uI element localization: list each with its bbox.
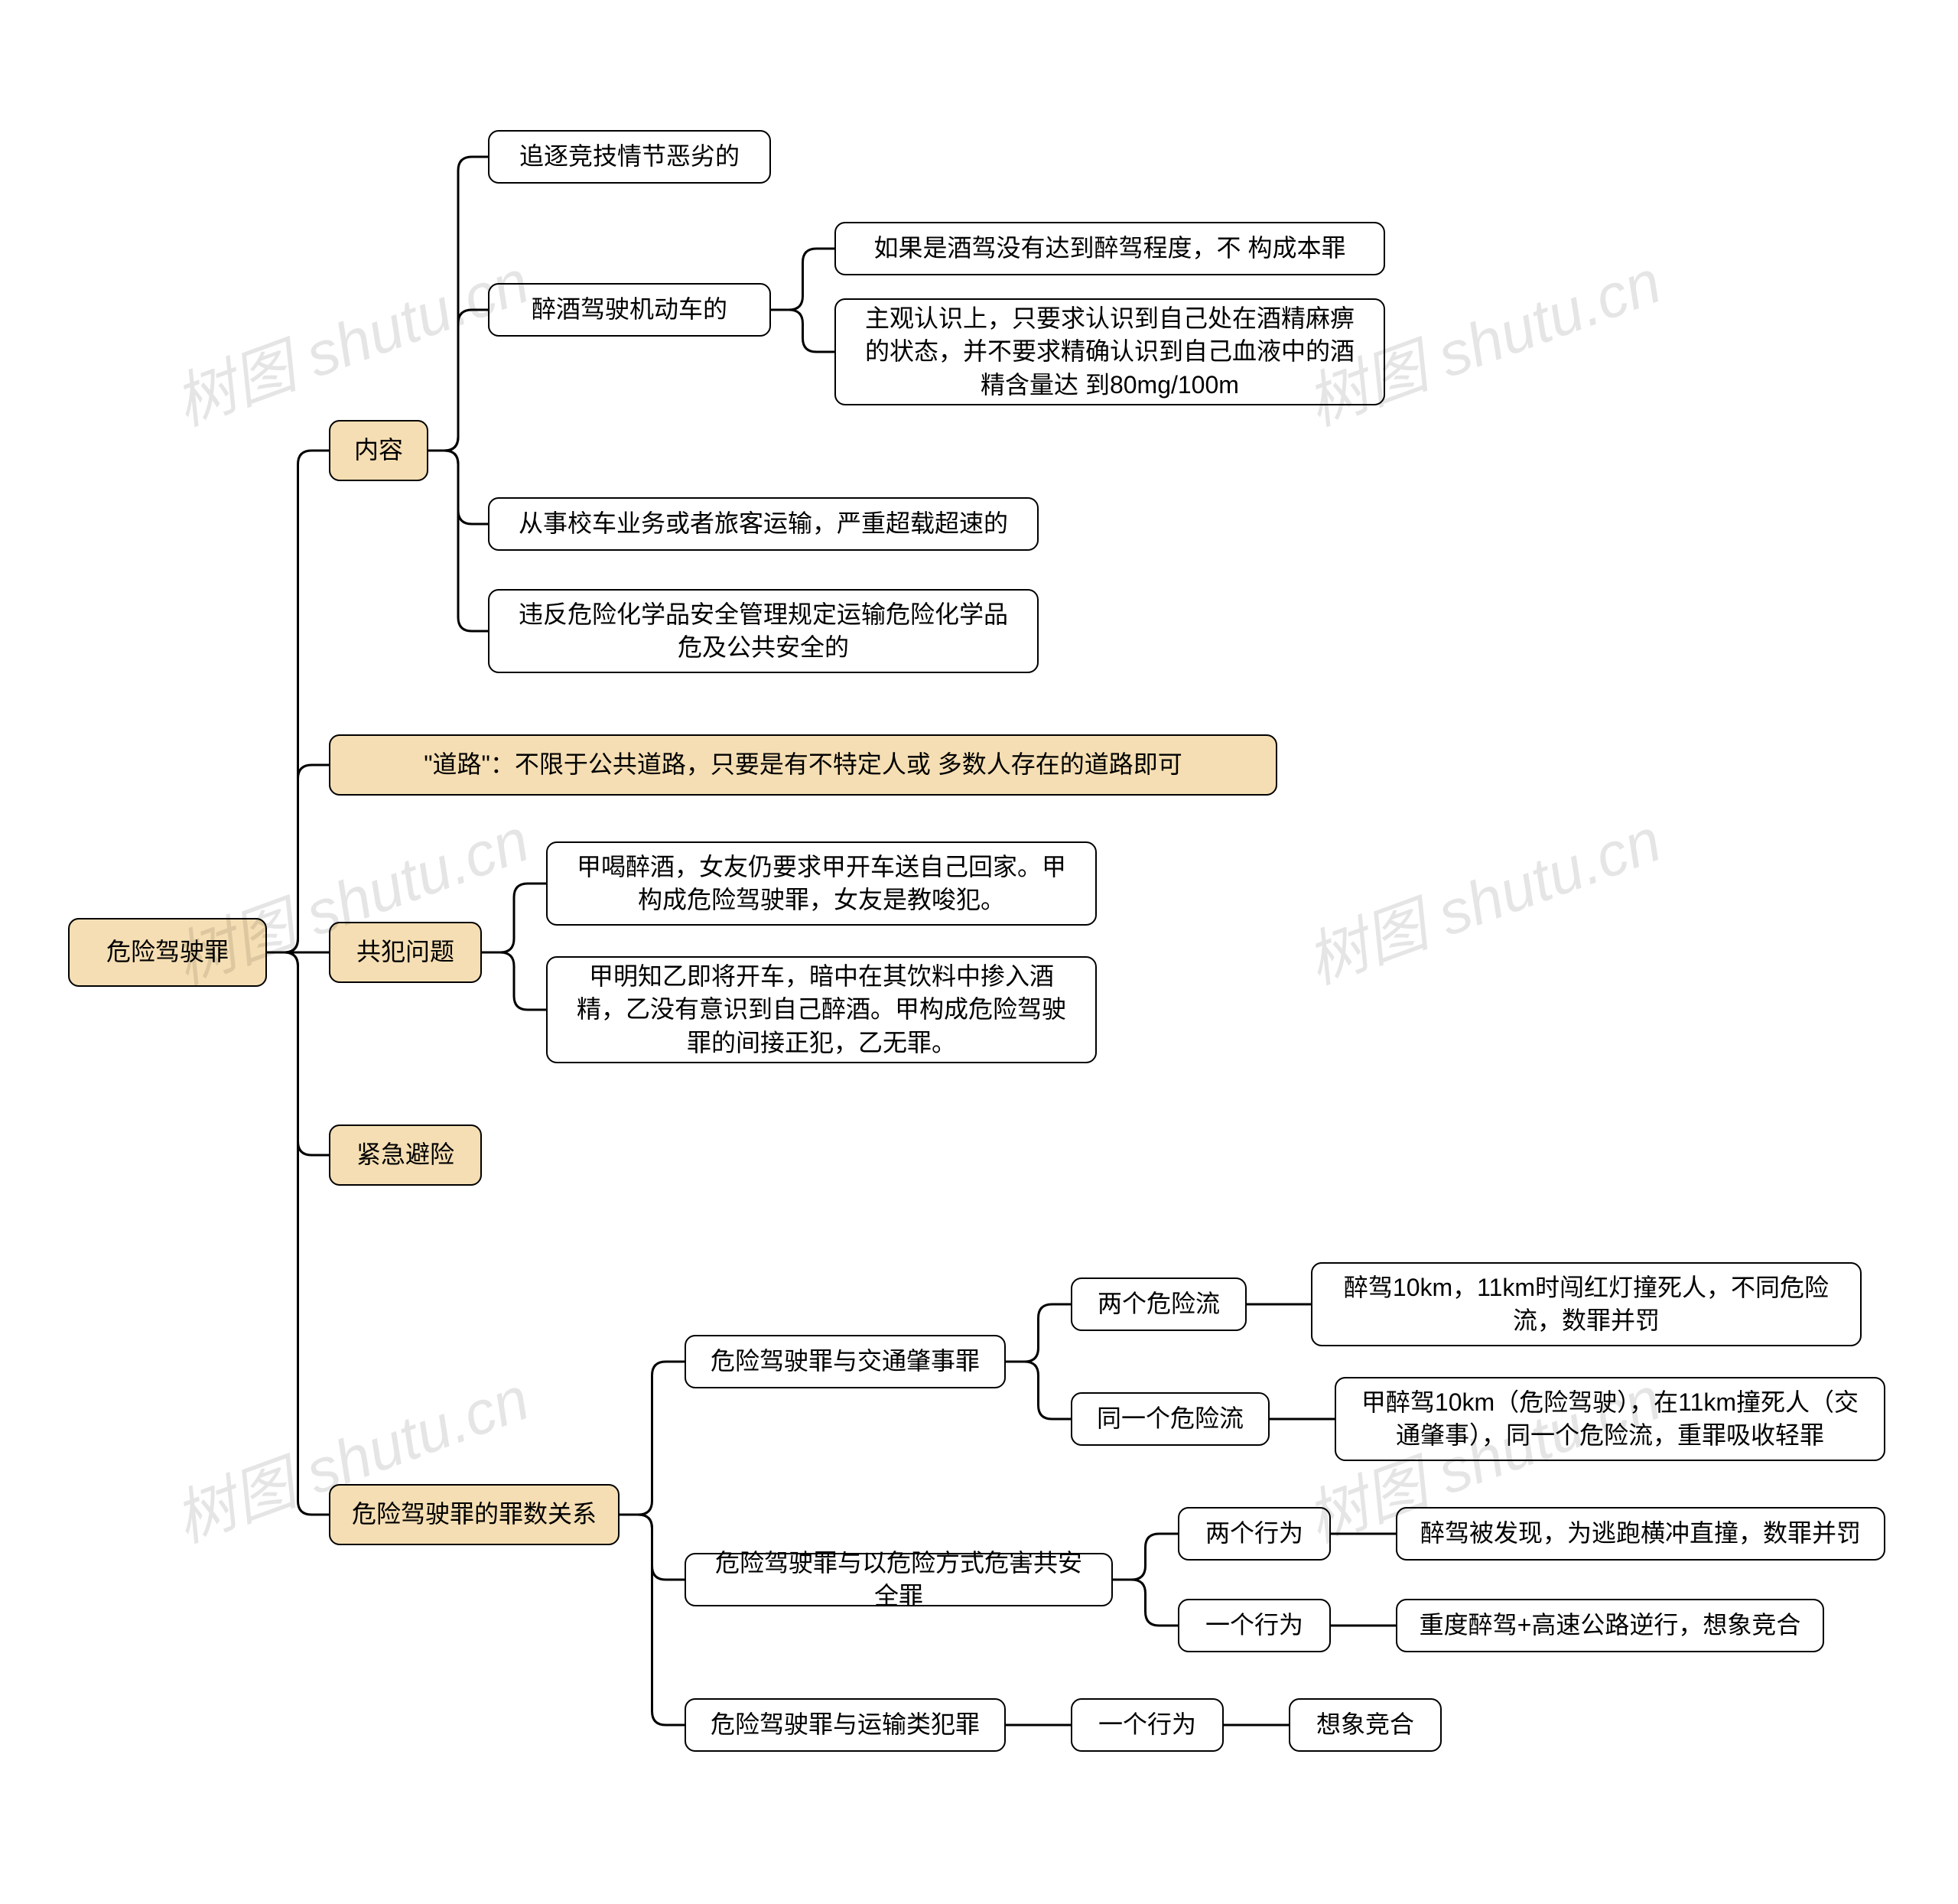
node-n5c1: 一个行为 xyxy=(1071,1698,1224,1752)
edge-root-n2 xyxy=(267,765,329,952)
node-n1d: 违反危险化学品安全管理规定运输危险化学品危及公共安全的 xyxy=(488,589,1039,673)
node-n4: 紧急避险 xyxy=(329,1124,482,1186)
edge-n3-n3a xyxy=(482,884,546,952)
mindmap-stage: 危险驾驶罪 内容 追逐竞技情节恶劣的醉酒驾驶机动车的 如果是酒驾没有达到醉驾程度，不 … xyxy=(0,0,1958,1904)
node-n1: 内容 xyxy=(329,420,428,481)
node-n3: 共犯问题 xyxy=(329,922,482,983)
node-n3b: 甲明知乙即将开车，暗中在其饮料中掺入酒精，乙没有意识到自己醉酒。甲构成危险驾驶罪… xyxy=(546,956,1097,1063)
node-n1b1: 如果是酒驾没有达到醉驾程度，不 构成本罪 xyxy=(834,222,1385,275)
node-n5b1: 两个行为 xyxy=(1178,1507,1331,1561)
node-n5a2: 同一个危险流 xyxy=(1071,1392,1270,1446)
edge-n5a-n5a1 xyxy=(1006,1304,1071,1362)
watermark: 树图 shutu.cn xyxy=(161,233,539,443)
edge-root-n5 xyxy=(267,952,329,1515)
edge-n5b-n5b1 xyxy=(1113,1534,1178,1580)
edge-n1-n1a xyxy=(428,157,488,451)
edge-n1b-n1b2 xyxy=(771,310,834,352)
node-n5b2: 一个行为 xyxy=(1178,1599,1331,1652)
edge-n5a-n5a2 xyxy=(1006,1362,1071,1419)
edge-n1-n1b xyxy=(428,310,488,451)
node-root: 危险驾驶罪 xyxy=(68,918,267,987)
node-n5a1d: 醉驾10km，11km时闯红灯撞死人，不同危险流，数罪并罚 xyxy=(1311,1262,1862,1346)
node-n5a2d: 甲醉驾10km（危险驾驶），在11km撞死人（交通肇事），同一个危险流，重罪吸收… xyxy=(1335,1377,1885,1461)
node-n3a: 甲喝醉酒，女友仍要求甲开车送自己回家。甲构成危险驾驶罪，女友是教唆犯。 xyxy=(546,841,1097,926)
edge-n1-n1d xyxy=(428,451,488,631)
node-n5c1d: 想象竞合 xyxy=(1289,1698,1442,1752)
node-n1b2: 主观认识上，只要求认识到自己处在酒精麻痹的状态，并不要求精确认识到自己血液中的酒… xyxy=(834,298,1385,405)
node-n5: 危险驾驶罪的罪数关系 xyxy=(329,1484,620,1545)
edge-root-n4 xyxy=(267,952,329,1155)
node-n5a: 危险驾驶罪与交通肇事罪 xyxy=(685,1335,1006,1388)
edge-n5b-n5b2 xyxy=(1113,1580,1178,1626)
node-n5b2d: 重度醉驾+高速公路逆行，想象竞合 xyxy=(1396,1599,1824,1652)
edge-n1-n1c xyxy=(428,451,488,524)
node-n2: "道路"：不限于公共道路，只要是有不特定人或 多数人存在的道路即可 xyxy=(329,734,1277,796)
edge-n1b-n1b1 xyxy=(771,249,834,310)
watermark: 树图 shutu.cn xyxy=(1293,791,1671,1001)
node-n1a: 追逐竞技情节恶劣的 xyxy=(488,130,771,184)
edge-n3-n3b xyxy=(482,952,546,1010)
node-n1b: 醉酒驾驶机动车的 xyxy=(488,283,771,337)
edge-root-n1 xyxy=(267,451,329,952)
node-n5a1: 两个危险流 xyxy=(1071,1277,1247,1331)
edge-n5-n5a xyxy=(620,1362,685,1515)
node-n5c: 危险驾驶罪与运输类犯罪 xyxy=(685,1698,1006,1752)
node-n5b1d: 醉驾被发现，为逃跑横冲直撞，数罪并罚 xyxy=(1396,1507,1885,1561)
edge-n5-n5b xyxy=(620,1515,685,1580)
edge-n5-n5c xyxy=(620,1515,685,1725)
node-n1c: 从事校车业务或者旅客运输，严重超载超速的 xyxy=(488,497,1039,551)
node-n5b: 危险驾驶罪与以危险方式危害共安全罪 xyxy=(685,1553,1113,1606)
